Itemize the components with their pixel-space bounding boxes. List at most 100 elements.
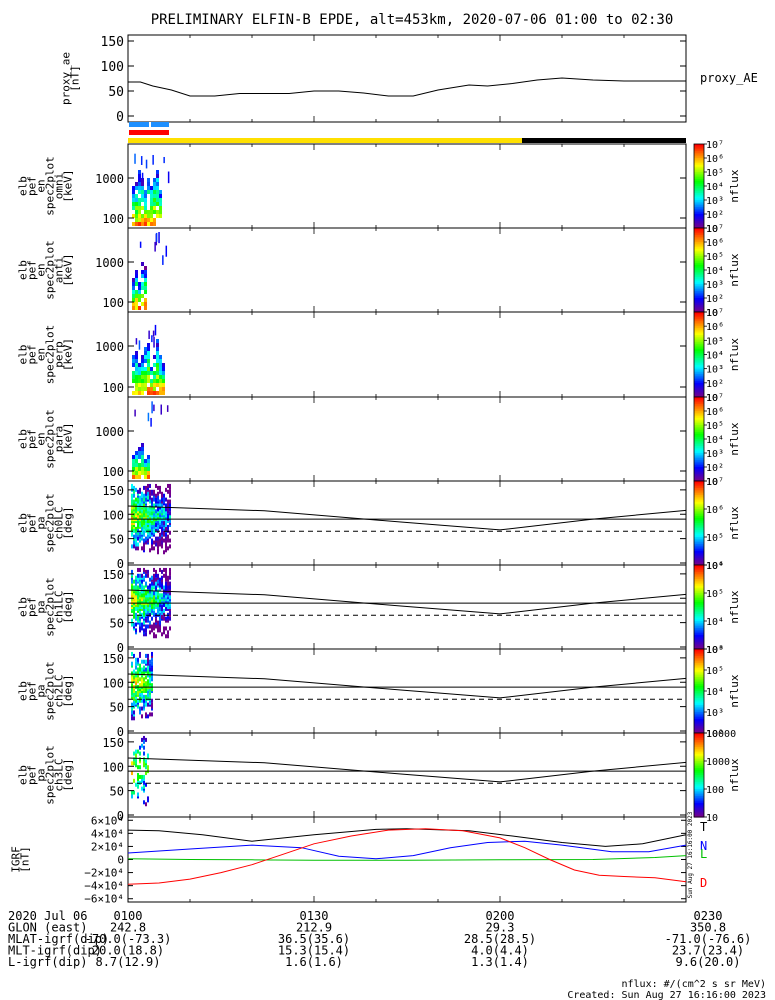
colorbar-6-band — [694, 643, 704, 647]
colorbar-4-band — [694, 407, 704, 410]
panel-7-ytick-label: 150 — [102, 652, 124, 666]
colorbar-8-band — [694, 799, 704, 802]
proxy-ae-series-line — [128, 77, 686, 97]
colorbar-3-band — [694, 327, 704, 331]
pa-spectrogram-8-cell — [131, 790, 133, 795]
colorbar-1-band — [694, 182, 704, 185]
colorbar-8-band — [694, 733, 704, 736]
pa-spectrogram-6-cell — [159, 577, 161, 582]
colorbar-5-band — [694, 538, 704, 542]
colorbar-2-band — [694, 280, 704, 283]
pa-spectrogram-5-cell — [169, 489, 171, 494]
pa-spectrogram-7-cell — [147, 671, 149, 676]
spectrogram-1-cell — [135, 202, 138, 206]
status-bar-yellow — [128, 138, 522, 143]
colorbar-3-band — [694, 375, 704, 379]
pa-spectrogram-6-cell — [145, 589, 147, 594]
spectrogram-2-cell — [141, 294, 144, 298]
xaxis-row-label: MLAT-igrf(dip) — [8, 932, 109, 946]
colorbar-5-band — [694, 495, 704, 498]
spectrogram-1-cell — [153, 186, 156, 190]
colorbar-3-band — [694, 386, 704, 389]
spectrogram-1-cell — [144, 218, 147, 222]
spectrogram-1-cell — [135, 222, 138, 226]
pa-spectrogram-7-cell — [145, 712, 147, 717]
spectrogram-3-cell — [156, 351, 159, 355]
spectrogram-3-cell — [144, 375, 147, 379]
pa-spectrogram-6-cell — [149, 583, 151, 588]
pa-spectrogram-5-cell — [155, 497, 157, 502]
spectrogram-1-cell — [141, 222, 144, 226]
pa-spectrogram-8-cell — [133, 778, 135, 783]
spectrogram-3-cell — [147, 391, 150, 395]
colorbar-8-band — [694, 743, 704, 746]
pa-spectrogram-5-cell — [153, 540, 155, 545]
spectrogram-1-cell — [150, 202, 153, 206]
spectrogram-1-cell — [156, 214, 159, 218]
colorbar-1-band — [694, 208, 704, 212]
igrf-legend-N: N — [700, 839, 707, 853]
spectrogram-4-cell — [144, 475, 147, 479]
spectrogram-1-cell — [156, 198, 159, 202]
panel-7-frame — [127, 648, 687, 734]
spectrogram-3-cell — [156, 339, 159, 343]
spectrogram-2-cell — [135, 306, 138, 310]
pa-spectrogram-5-cell — [139, 530, 141, 535]
pa-spectrogram-7-cell — [139, 683, 141, 688]
panel-9-ytick-label: 0 — [117, 854, 124, 867]
pa-spectrogram-6-cell — [135, 612, 137, 617]
spectrogram-3-cell — [147, 347, 150, 351]
colorbar-2-band — [694, 236, 704, 240]
svg-text:elbpefenspec2plotperp[keV]: elbpefenspec2plotperp[keV] — [17, 325, 75, 385]
colorbar-8-tick-label: 10000 — [706, 729, 736, 740]
pa-spectrogram-6-cell — [153, 567, 155, 572]
pa-spectrogram-5-cell — [131, 505, 133, 510]
colorbar-8-band — [694, 747, 704, 750]
pa-spectrogram-6-cell — [159, 606, 161, 611]
pa-spectrogram-8-cell — [137, 776, 139, 781]
colorbar-2-band — [694, 294, 704, 297]
colorbar-5-band — [694, 558, 704, 561]
panel-8-ytick-label: 150 — [102, 736, 124, 750]
spectrogram-2-cell — [138, 306, 141, 310]
pa-spectrogram-5-cell — [149, 548, 151, 553]
colorbar-1-band — [694, 203, 704, 206]
pa-spectrogram-5-cell — [135, 538, 137, 543]
pa-spectrogram-6-cell — [159, 593, 161, 598]
colorbar-1-band — [694, 156, 704, 159]
colorbar-3-band — [694, 320, 704, 324]
pa-spectrogram-6-cell — [161, 575, 163, 580]
colorbar-2-band — [694, 273, 704, 276]
pa-spectrogram-6-cell — [141, 573, 143, 578]
colorbar-7-band — [694, 703, 704, 706]
colorbar-7-label: nflux — [728, 674, 741, 707]
colorbar-8-band — [694, 801, 704, 804]
colorbar-3-band — [694, 365, 704, 368]
colorbar-8-tick-label: 100 — [706, 785, 724, 796]
xaxis-row-value: 0230 — [694, 909, 723, 923]
colorbar-2-band — [694, 277, 704, 280]
pa-spectrogram-5-cell — [157, 503, 159, 508]
colorbar-8-band — [694, 773, 704, 776]
pa-spectrogram-5-cell — [143, 538, 145, 543]
xaxis-row-value: 20.0(18.8) — [92, 944, 164, 958]
spectrogram-1-cell — [150, 186, 153, 190]
colorbar-6-band — [694, 614, 704, 617]
colorbar-5-band — [694, 510, 704, 514]
spectrogram-1-cell — [159, 190, 162, 194]
colorbar-8-band — [694, 745, 704, 748]
colorbar-4-band — [694, 444, 704, 447]
spectrogram-2-cell — [144, 290, 147, 294]
pa-spectrogram-6-cell — [159, 567, 161, 572]
colorbar-2-band — [694, 270, 704, 273]
spectrogram-1-cell — [144, 194, 147, 198]
colorbar-8-band — [694, 790, 704, 794]
spectrogram-4-cell — [138, 471, 141, 475]
colorbar-8-label: nflux — [728, 758, 741, 791]
pa-spectrogram-5-cell — [131, 483, 133, 488]
spectrogram-4-speck — [166, 405, 169, 412]
spectrogram-1-cell — [159, 202, 162, 206]
pa-spectrogram-8-cell — [147, 796, 149, 801]
svg-text:IGRF[nT]: IGRF[nT] — [10, 846, 32, 873]
pa-spectrogram-6-cell — [133, 585, 135, 590]
